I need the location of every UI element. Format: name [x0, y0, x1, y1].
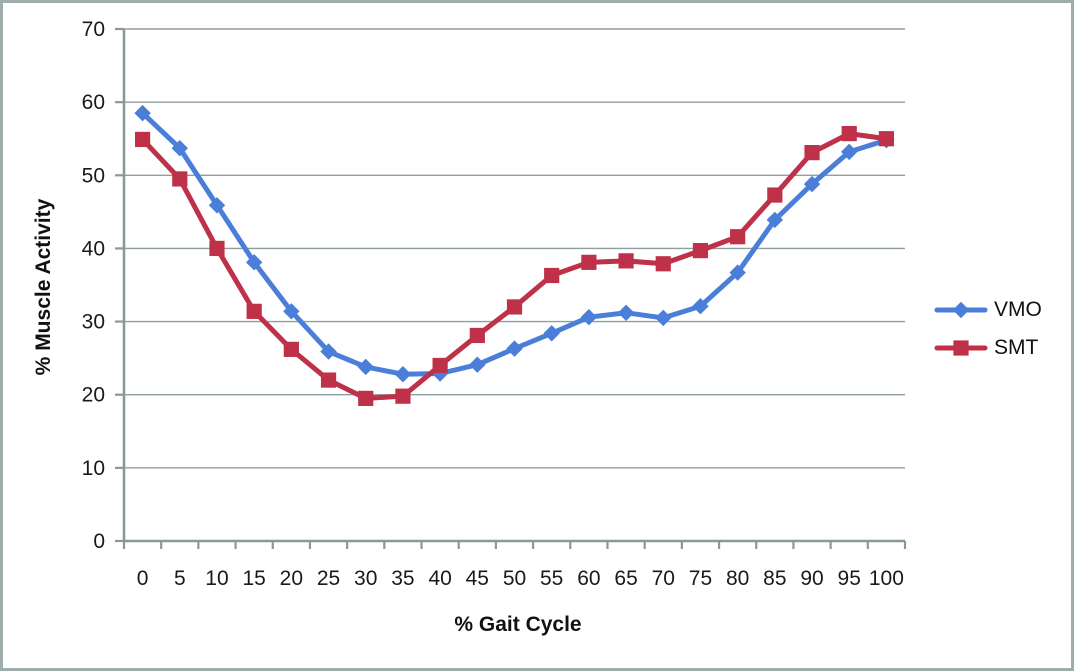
x-axis-tick-label: 0	[137, 567, 149, 590]
x-axis-tick-label: 70	[652, 567, 675, 590]
x-axis-tick-label: 40	[428, 567, 451, 590]
vmo-marker	[394, 366, 412, 383]
smt-marker	[581, 254, 597, 270]
vmo-marker	[208, 197, 226, 214]
y-axis-title: % Muscle Activity	[32, 198, 55, 376]
vmo-marker	[320, 343, 337, 360]
smt-marker	[804, 145, 820, 161]
y-axis-tick-label: 20	[82, 384, 105, 407]
smt-marker	[432, 357, 448, 374]
smt-legend-marker	[953, 339, 969, 356]
vmo-marker	[506, 340, 523, 357]
x-axis-tick-label: 55	[540, 567, 563, 590]
gait-cycle-chart: 0 10 20 30 40 50 60 70 0 5 10 15 20 25 30 35 40 45 50 55 60 6…	[82, 18, 907, 590]
x-axis-tick-label: 95	[838, 567, 861, 590]
x-axis-tick-label: 75	[689, 567, 712, 590]
smt-marker	[134, 131, 151, 148]
x-axis-tick-label: 15	[242, 567, 265, 590]
smt-marker	[246, 303, 262, 319]
legend-label-smt: SMT	[994, 336, 1039, 359]
x-axis-tick-label: 90	[800, 567, 823, 590]
smt-marker	[655, 256, 671, 272]
y-axis-tick-label: 30	[82, 311, 105, 334]
smt-marker	[358, 390, 374, 406]
x-axis-tick-label: 25	[317, 567, 340, 590]
y-axis-tick-label: 0	[93, 530, 105, 553]
x-axis-tick-label: 30	[354, 567, 377, 590]
smt-marker	[544, 267, 560, 284]
y-axis-tick-label: 60	[82, 91, 105, 114]
y-axis-tick-label: 40	[82, 237, 105, 260]
x-axis-tick-label: 35	[391, 567, 414, 590]
x-axis-tick-label: 50	[503, 567, 526, 590]
vmo-marker	[655, 309, 672, 327]
x-axis-tick-label: 80	[726, 567, 749, 590]
vmo-legend-marker	[952, 301, 970, 318]
x-axis-tick-label: 100	[869, 567, 904, 590]
y-axis-tick-label: 10	[82, 457, 105, 480]
x-axis-tick-label: 65	[614, 567, 637, 590]
smt-marker	[618, 253, 634, 269]
smt-marker	[209, 240, 225, 257]
smt-marker	[469, 327, 485, 344]
smt-marker	[730, 229, 746, 245]
vmo-marker	[580, 308, 598, 326]
vmo-marker	[171, 140, 188, 157]
legend-label-vmo: VMO	[994, 298, 1042, 321]
vmo-marker	[692, 298, 709, 315]
smt-marker	[506, 299, 523, 315]
smt-marker	[395, 388, 411, 404]
vmo-marker	[469, 356, 486, 373]
smt-marker	[320, 372, 337, 388]
vmo-marker	[617, 304, 635, 321]
smt-marker	[692, 243, 709, 259]
vmo-line-marker-icon	[934, 301, 988, 318]
smt-marker	[878, 131, 895, 147]
vmo-marker	[283, 303, 300, 320]
y-axis-tick-label: 70	[82, 18, 105, 41]
x-axis-tick-label: 45	[466, 567, 489, 590]
legend-item-vmo: VMO	[934, 299, 1042, 320]
vmo-marker	[543, 325, 560, 342]
x-axis-tick-label: 20	[280, 567, 303, 590]
vmo-marker	[729, 264, 746, 281]
x-axis-tick-label: 60	[577, 567, 600, 590]
smt-marker	[767, 187, 783, 203]
x-axis-title: % Gait Cycle	[454, 613, 582, 636]
smt-line-marker-icon	[934, 339, 988, 356]
vmo-marker	[841, 143, 858, 161]
vmo-series-line	[140, 110, 889, 377]
x-axis-tick-label: 10	[205, 567, 228, 590]
vmo-marker	[357, 358, 374, 376]
chart-legend: VMO SMT	[934, 299, 1042, 358]
smt-marker	[841, 125, 857, 142]
legend-item-smt: SMT	[934, 337, 1042, 358]
y-axis-tick-label: 50	[82, 164, 105, 187]
vmo-marker	[803, 175, 821, 193]
vmo-marker	[134, 104, 151, 122]
vmo-marker	[766, 211, 784, 229]
smt-marker	[283, 341, 299, 357]
x-axis-tick-label: 5	[174, 567, 186, 590]
smt-marker	[172, 171, 188, 187]
x-axis-tick-label: 85	[763, 567, 786, 590]
